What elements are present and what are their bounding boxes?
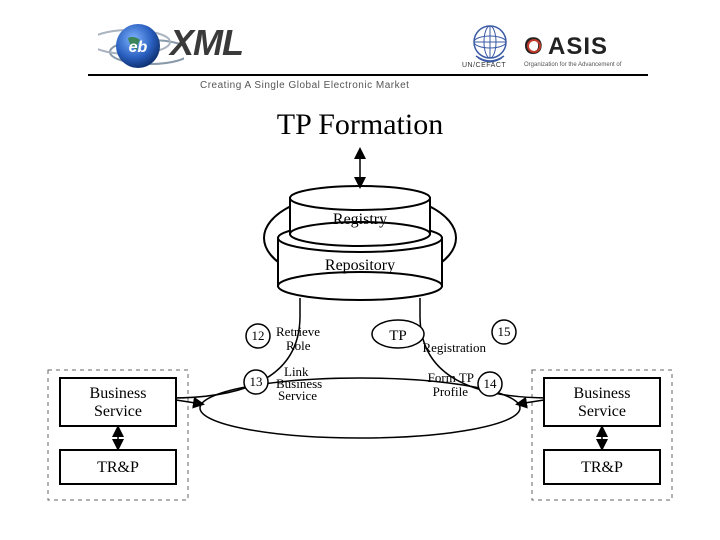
diagram-canvas: Repository Registry TP 12 RetrieveRole (0, 0, 720, 540)
left-business-service-box: Business Service (60, 378, 176, 426)
svg-text:13: 13 (250, 374, 263, 389)
svg-text:Business: Business (574, 385, 631, 402)
registry-label: Registry (333, 211, 387, 228)
svg-text:TR&P: TR&P (581, 459, 623, 476)
svg-text:Business: Business (90, 385, 147, 402)
tp-oval: TP (372, 320, 424, 348)
svg-text:RetrieveRole: RetrieveRole (276, 324, 320, 353)
right-to-oval (518, 400, 544, 404)
right-trp-box: TR&P (544, 450, 660, 484)
step-15: 15 Registration (422, 320, 516, 355)
left-to-oval (176, 400, 202, 404)
svg-text:15: 15 (498, 324, 511, 339)
registry-cyl: Registry (290, 186, 430, 246)
step-13: 13 LinkBusinessService (244, 364, 322, 403)
repository-label: Repository (325, 257, 395, 274)
svg-text:14: 14 (484, 376, 498, 391)
svg-text:TP: TP (389, 328, 407, 344)
svg-text:Registration: Registration (422, 340, 486, 355)
svg-text:TR&P: TR&P (97, 459, 139, 476)
right-business-service-box: Business Service (544, 378, 660, 426)
left-trp-box: TR&P (60, 450, 176, 484)
svg-text:Form TPProfile: Form TPProfile (428, 370, 474, 399)
svg-text:Service: Service (578, 403, 626, 420)
step-14: 14 Form TPProfile (428, 370, 502, 399)
svg-text:12: 12 (252, 328, 265, 343)
step-12: 12 RetrieveRole (246, 324, 320, 353)
svg-text:LinkBusinessService: LinkBusinessService (276, 364, 322, 403)
svg-text:Service: Service (94, 403, 142, 420)
